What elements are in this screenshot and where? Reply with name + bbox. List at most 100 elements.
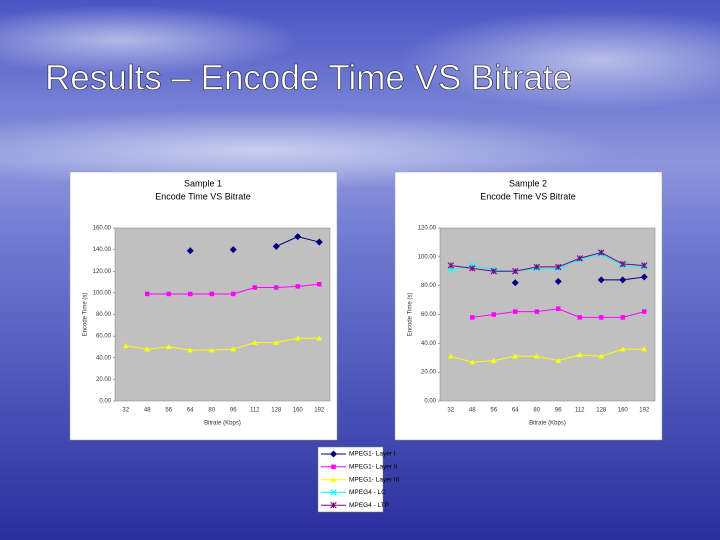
marker (251, 339, 258, 345)
x-tick-label: 48 (469, 408, 476, 414)
marker (556, 306, 561, 311)
y-axis-label: Encode Time (s) (83, 293, 89, 337)
y-tick-label: 40.00 (421, 341, 437, 347)
x-tick-label: 80 (208, 408, 215, 414)
series-line (450, 348, 645, 363)
marker (315, 238, 323, 246)
legend-label: MPEG1- Layer II (349, 464, 398, 471)
marker (294, 335, 301, 341)
marker (491, 312, 496, 317)
y-tick-label: 40.00 (96, 355, 112, 361)
x-tick-label: 112 (575, 408, 585, 414)
marker (330, 489, 337, 496)
x-tick-label: 128 (596, 408, 607, 414)
marker (330, 502, 337, 509)
marker (272, 242, 280, 250)
x-tick-label: 64 (187, 408, 194, 414)
marker (165, 344, 172, 350)
x-tick-label: 192 (314, 408, 325, 414)
marker (317, 281, 322, 287)
plot-area (439, 227, 656, 402)
marker (447, 262, 454, 269)
y-tick-label: 120.00 (418, 226, 437, 232)
marker (641, 346, 648, 352)
slide-title: Results – Encode Time VS Bitrate (45, 58, 572, 97)
x-tick-label: 96 (555, 408, 562, 414)
marker (490, 268, 497, 275)
marker (252, 285, 257, 290)
cloud (0, 110, 620, 190)
marker (273, 339, 280, 345)
legend-label: MPEG4 - LTP (349, 502, 389, 509)
y-tick-label: 100.00 (418, 254, 437, 260)
marker (229, 246, 237, 254)
legend-label: MPEG4 - LC (349, 489, 386, 496)
marker (555, 263, 562, 271)
plot-area (114, 227, 331, 402)
cloud (400, 10, 720, 110)
marker (316, 335, 323, 341)
marker (577, 315, 582, 320)
marker (295, 284, 300, 289)
marker (330, 476, 337, 482)
marker (230, 346, 237, 352)
x-tick-label: 112 (250, 408, 260, 414)
marker (554, 277, 562, 285)
x-tick-label: 128 (271, 408, 282, 414)
marker (469, 262, 476, 269)
marker (555, 357, 562, 363)
marker (619, 260, 626, 268)
marker (619, 346, 626, 352)
y-tick-label: 120.00 (93, 269, 112, 275)
marker (166, 291, 171, 297)
marker (469, 359, 476, 365)
x-tick-label: 96 (230, 408, 237, 414)
marker (597, 276, 605, 284)
y-tick-label: 100.00 (93, 290, 112, 296)
marker (599, 315, 604, 320)
chart-subtitle: Encode Time VS Bitrate (155, 191, 251, 201)
marker (640, 273, 648, 281)
x-tick-label: 160 (618, 408, 629, 414)
marker (470, 315, 475, 320)
marker (274, 285, 279, 290)
chart-subtitle: Encode Time VS Bitrate (480, 191, 576, 201)
legend-label: MPEG1- Layer I (349, 451, 396, 458)
charts: Sample 1 Encode Time VS Bitrate Bitrate (K… (69, 171, 663, 513)
cloud (0, 5, 300, 75)
x-tick-label: 48 (144, 408, 151, 414)
x-axis-label: Bitrate (Kbps) (204, 421, 241, 427)
marker (598, 249, 605, 256)
chart-title: Sample 1 (184, 178, 222, 188)
marker (469, 265, 476, 272)
x-tick-label: 160 (293, 408, 304, 414)
chart-title: Sample 2 (509, 178, 547, 188)
marker (188, 291, 193, 297)
series-line (450, 253, 645, 272)
marker (512, 353, 519, 359)
marker (490, 357, 497, 363)
marker (576, 352, 583, 358)
series-line (450, 251, 645, 272)
y-tick-label: 0.00 (424, 399, 436, 405)
marker (187, 347, 194, 353)
series-line (125, 337, 320, 351)
x-tick-label: 192 (639, 408, 650, 414)
marker (619, 276, 627, 284)
marker (533, 263, 540, 271)
marker (208, 347, 215, 353)
marker (534, 309, 539, 314)
marker (331, 464, 336, 470)
y-tick-label: 0.00 (99, 399, 111, 405)
y-tick-label: 60.00 (96, 334, 112, 340)
y-tick-label: 80.00 (421, 283, 437, 289)
y-tick-label: 20.00 (421, 370, 437, 376)
marker (144, 346, 151, 352)
marker (294, 233, 302, 241)
marker (231, 291, 236, 297)
marker (512, 268, 519, 275)
marker (576, 255, 583, 262)
marker (329, 450, 338, 458)
marker (642, 309, 647, 314)
